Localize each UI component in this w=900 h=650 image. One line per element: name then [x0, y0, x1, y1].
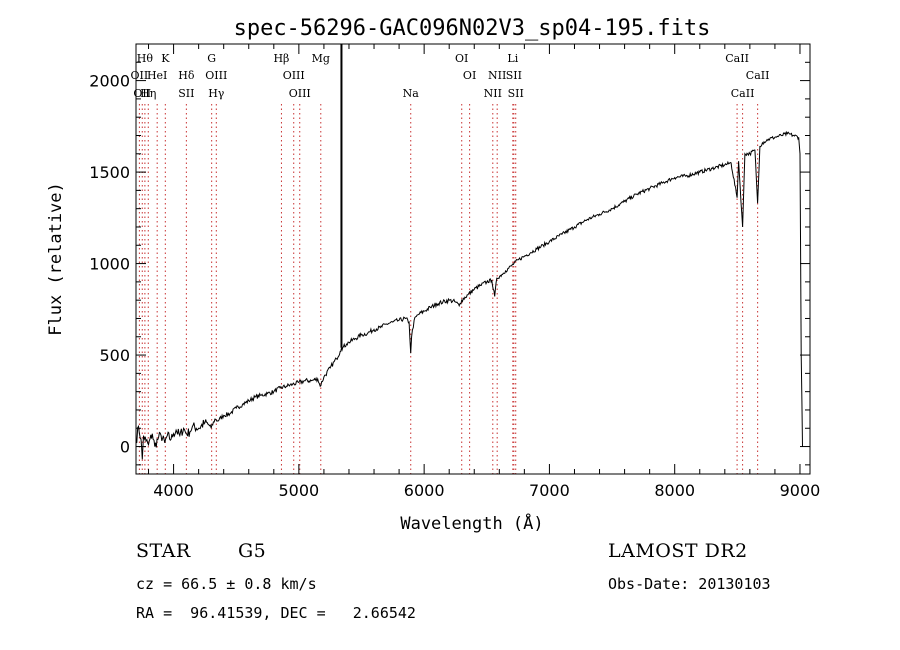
line-marker-label: OIII	[205, 69, 227, 82]
line-marker-label: CaII	[725, 52, 749, 65]
x-tick-label: 9000	[780, 481, 821, 500]
y-tick-label: 1500	[89, 163, 130, 182]
line-marker-label: NII	[488, 69, 506, 82]
y-axis-label: Flux (relative)	[46, 182, 66, 336]
spectrum-line	[135, 130, 803, 460]
line-marker-label: OIII	[289, 87, 311, 100]
y-tick-label: 0	[120, 438, 130, 457]
y-tick-label: 2000	[89, 72, 130, 91]
line-marker-label: SII	[178, 87, 194, 100]
line-marker-label: Hη	[140, 87, 156, 100]
line-marker-label: Hβ	[273, 52, 289, 65]
x-tick-label: 6000	[404, 481, 445, 500]
line-marker-label: Hθ	[137, 52, 154, 65]
line-marker-label: Li	[507, 52, 518, 65]
line-marker-label: SII	[506, 69, 522, 82]
x-tick-label: 7000	[529, 481, 570, 500]
line-marker-label: OII	[133, 87, 151, 100]
spectrum-series	[135, 44, 803, 460]
line-marker-label: CaII	[731, 87, 755, 100]
line-marker-label: G	[207, 52, 216, 65]
y-tick-label: 500	[99, 346, 130, 365]
axis-ticks: 4000 5000 6000 7000 8000 9000 0 500 1000 1500 2000	[89, 43, 821, 500]
line-marker-label: OIII	[283, 69, 305, 82]
line-marker-label: NII	[484, 87, 502, 100]
line-marker-label: SII	[508, 87, 524, 100]
line-marker-label: CaII	[746, 69, 770, 82]
line-marker-label: OI	[455, 52, 468, 65]
object-class: STAR	[136, 540, 191, 562]
line-marker-label: K	[161, 52, 170, 65]
coordinates: RA = 96.41539, DEC = 2.66542	[136, 604, 416, 622]
line-marker-label: Mg	[312, 52, 330, 65]
chart-title: spec-56296-GAC096N02V3_sp04-195.fits	[234, 16, 711, 41]
y-tick-label: 1000	[89, 255, 130, 274]
observation-date: Obs-Date: 20130103	[608, 575, 771, 593]
x-tick-label: 4000	[153, 481, 194, 500]
line-marker-label: Hδ	[178, 69, 195, 82]
line-marker-label: Hγ	[208, 87, 225, 100]
x-tick-label: 8000	[654, 481, 695, 500]
data-release: LAMOST DR2	[608, 540, 748, 562]
redshift-cz: cz = 66.5 ± 0.8 km/s	[136, 575, 317, 593]
spectrum-plot: spec-56296-GAC096N02V3_sp04-195.fits Wav…	[46, 16, 821, 534]
line-marker-label: HeI	[147, 69, 167, 82]
line-marker-label: OII	[131, 69, 149, 82]
line-marker-label: OI	[463, 69, 476, 82]
object-subclass: G5	[238, 540, 267, 562]
x-tick-label: 5000	[279, 481, 320, 500]
spectral-line-markers: OII OII Hθ Hη HeI K Hδ SII G OIII Hγ Hβ OIII OIII Mg Na…	[131, 52, 770, 474]
x-axis-label: Wavelength (Å)	[400, 512, 543, 534]
plot-frame	[135, 43, 811, 475]
line-marker-label: Na	[403, 87, 420, 100]
